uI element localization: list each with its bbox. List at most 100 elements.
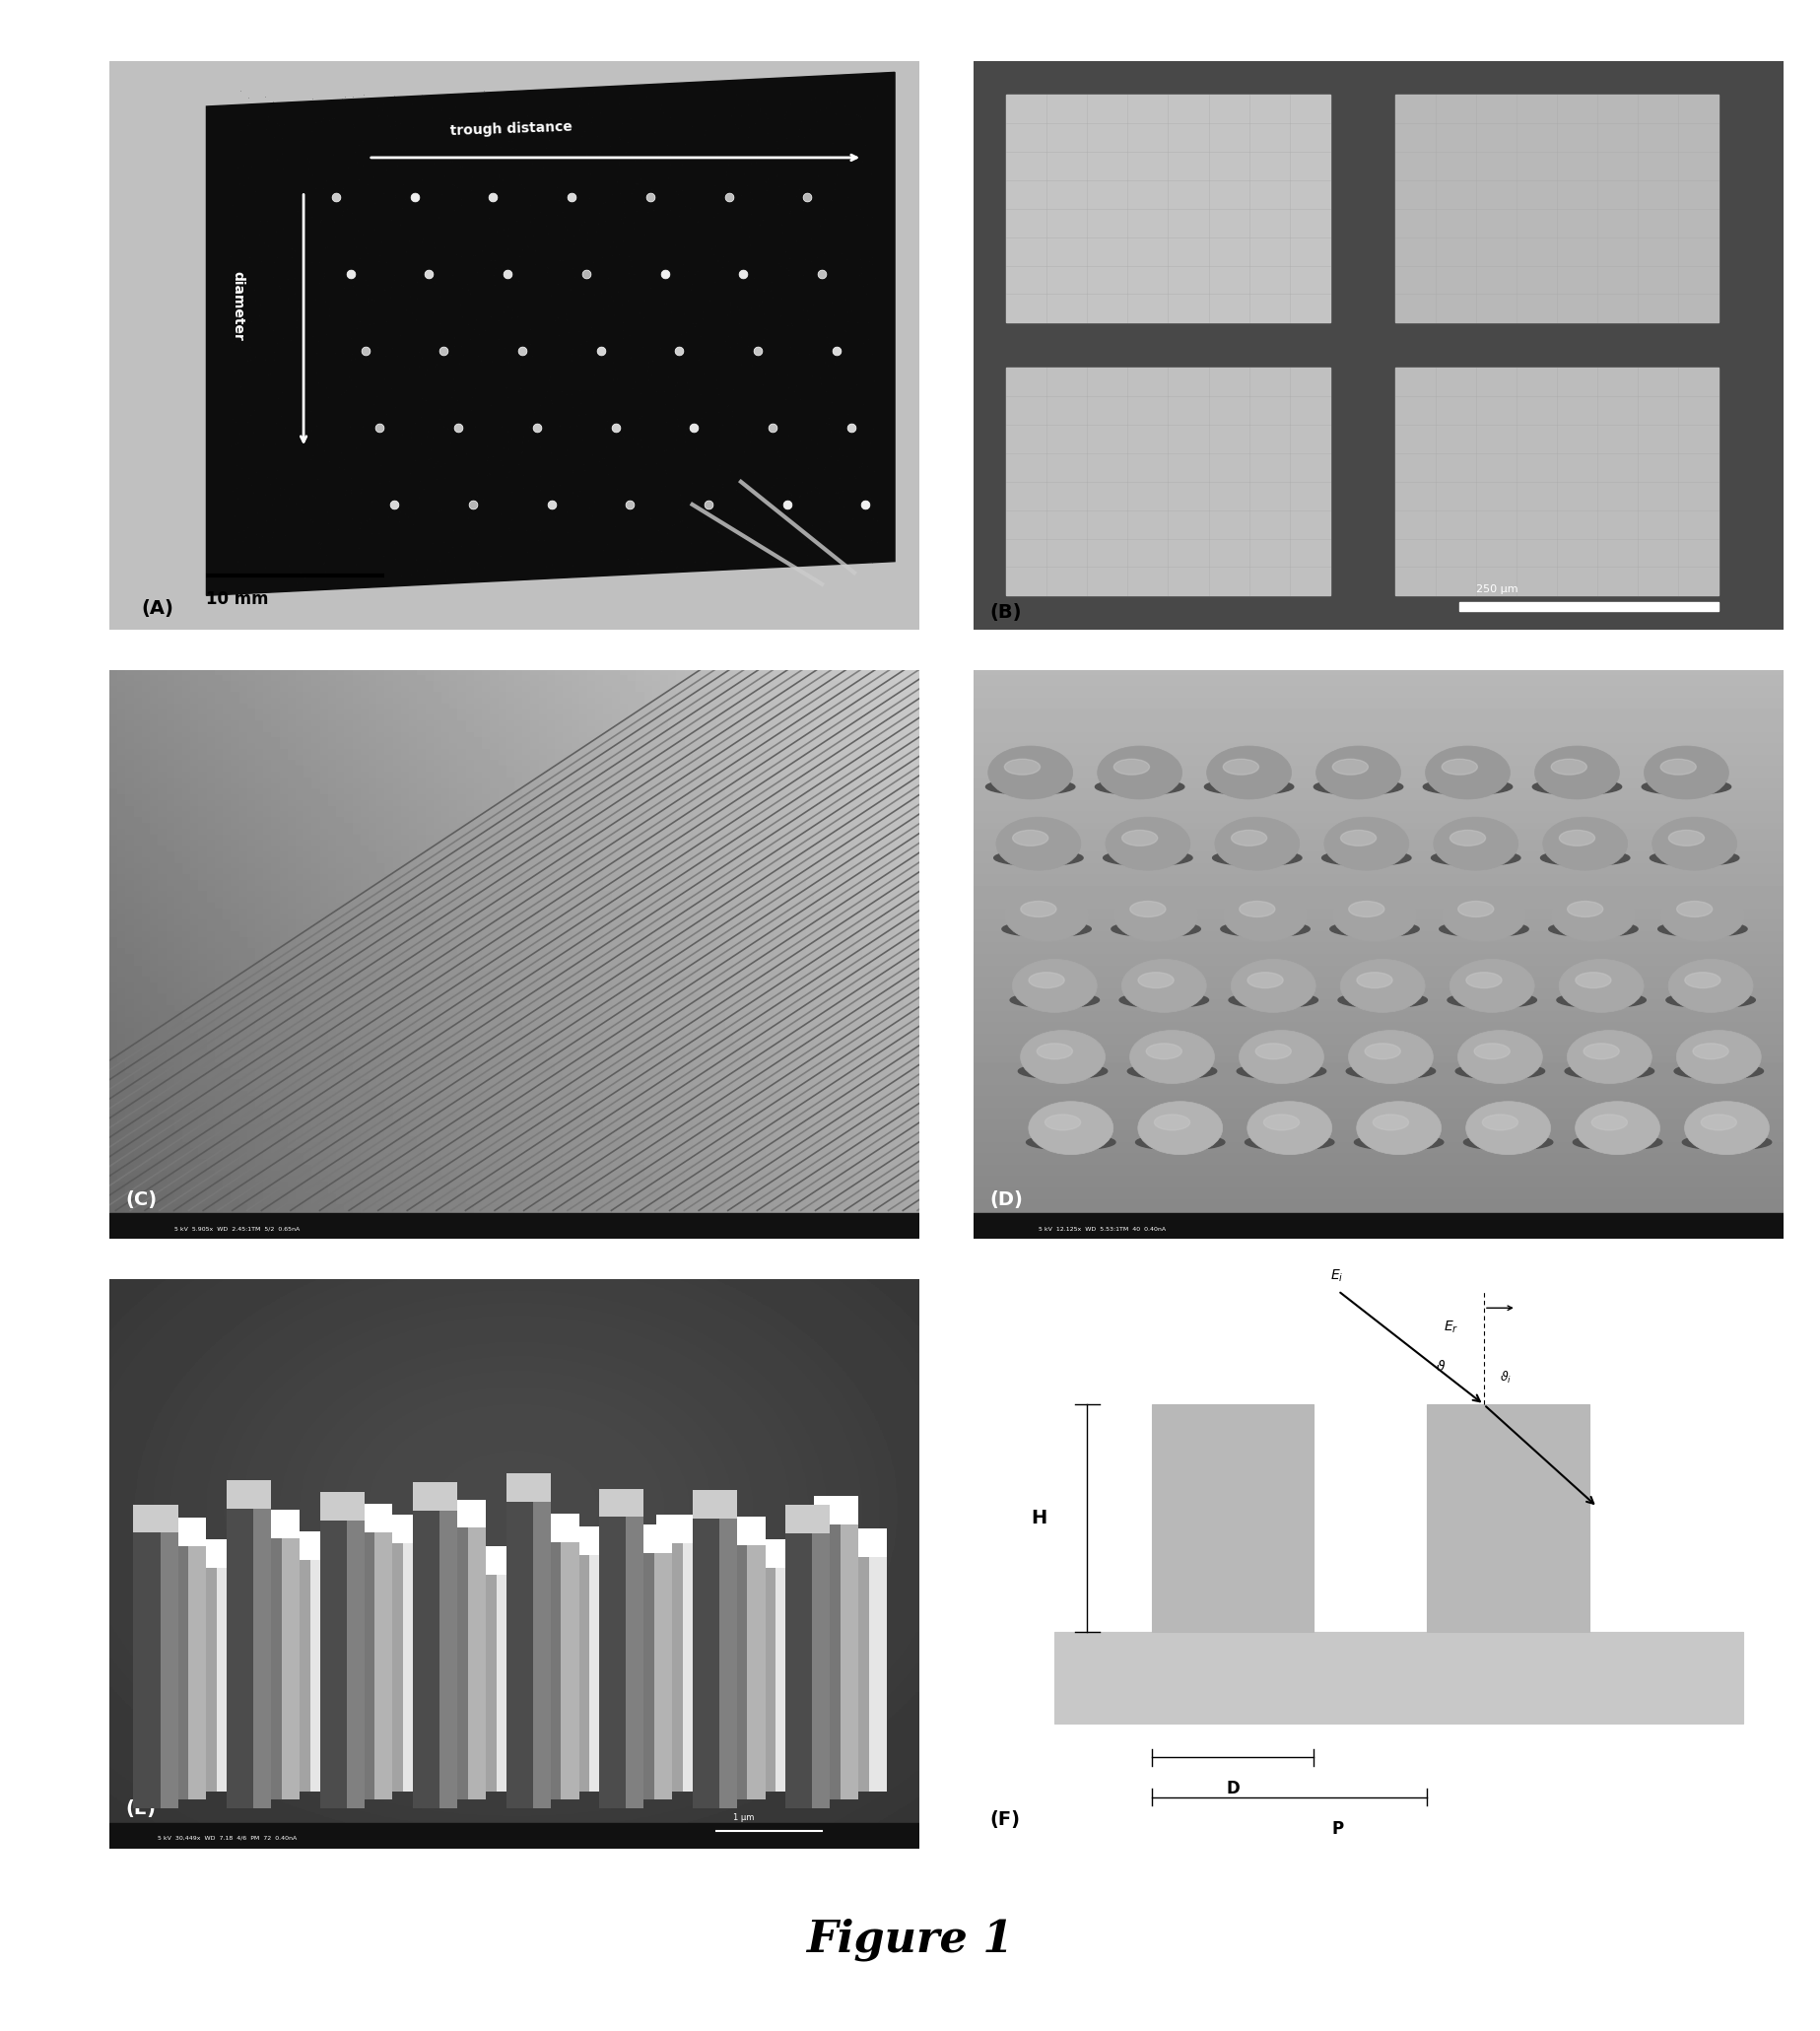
- Point: [730, 158, 759, 191]
- Point: [704, 396, 733, 429]
- Point: [288, 388, 317, 420]
- Point: [821, 325, 850, 357]
- Point: [579, 357, 608, 390]
- Point: [774, 258, 803, 290]
- Ellipse shape: [1458, 902, 1494, 916]
- Ellipse shape: [1551, 888, 1636, 940]
- Point: [746, 93, 775, 126]
- Point: [826, 522, 855, 554]
- Point: [670, 128, 699, 160]
- Point: [339, 223, 368, 256]
- Point: [399, 339, 428, 372]
- Point: [362, 380, 391, 412]
- Point: [473, 457, 502, 489]
- Point: [672, 412, 701, 445]
- Point: [837, 502, 866, 534]
- Point: [342, 230, 371, 262]
- Point: [408, 221, 437, 254]
- Point: [413, 420, 442, 453]
- Point: [506, 240, 535, 272]
- Ellipse shape: [1465, 1101, 1551, 1154]
- Polygon shape: [206, 73, 895, 595]
- Point: [428, 567, 457, 599]
- Point: [777, 307, 806, 339]
- Point: [559, 453, 588, 485]
- Point: [681, 433, 710, 465]
- Point: [311, 232, 340, 264]
- Point: [353, 268, 382, 301]
- Point: [608, 223, 637, 256]
- Point: [814, 402, 843, 435]
- Point: [393, 492, 422, 524]
- Bar: [506, 1479, 551, 1808]
- Point: [300, 481, 329, 514]
- Point: [841, 461, 870, 494]
- Point: [389, 134, 419, 167]
- Point: [320, 102, 349, 134]
- Bar: [440, 1495, 457, 1808]
- Point: [551, 303, 581, 335]
- Point: [794, 453, 823, 485]
- Point: [468, 122, 497, 154]
- Point: [291, 372, 320, 404]
- Bar: [692, 1491, 737, 1519]
- Point: [675, 191, 704, 223]
- Point: [282, 311, 311, 343]
- Point: [564, 315, 593, 347]
- Point: [648, 95, 677, 128]
- Point: [859, 455, 888, 487]
- Ellipse shape: [1045, 1115, 1081, 1129]
- Bar: [217, 1550, 235, 1791]
- Point: [703, 138, 732, 171]
- Point: [311, 538, 340, 571]
- Point: [579, 246, 608, 278]
- Point: [229, 221, 258, 254]
- Point: [772, 122, 801, 154]
- Point: [380, 108, 410, 140]
- Ellipse shape: [1154, 1115, 1190, 1129]
- Ellipse shape: [1425, 745, 1511, 798]
- Point: [297, 201, 326, 234]
- Point: [515, 205, 544, 238]
- Point: [357, 282, 386, 315]
- Point: [584, 207, 613, 240]
- Point: [446, 240, 475, 272]
- Point: [422, 463, 451, 496]
- Point: [808, 453, 837, 485]
- Point: [470, 75, 499, 108]
- Point: [630, 449, 659, 481]
- Ellipse shape: [1330, 922, 1420, 936]
- Point: [626, 453, 655, 485]
- Point: [306, 528, 335, 561]
- Point: [810, 309, 839, 341]
- Ellipse shape: [1314, 780, 1403, 794]
- Point: [661, 370, 690, 402]
- Point: [666, 489, 695, 522]
- Point: [584, 95, 613, 128]
- Point: [471, 445, 500, 477]
- Point: [497, 422, 526, 455]
- Point: [655, 294, 684, 327]
- Point: [717, 394, 746, 427]
- Point: [681, 258, 710, 290]
- Point: [562, 556, 592, 589]
- Point: [557, 132, 586, 165]
- Point: [830, 544, 859, 577]
- Point: [360, 187, 389, 219]
- Ellipse shape: [1372, 1115, 1409, 1129]
- Point: [258, 122, 288, 154]
- Point: [531, 132, 561, 165]
- Point: [617, 177, 646, 209]
- Point: [688, 294, 717, 327]
- Ellipse shape: [1096, 780, 1185, 794]
- Point: [703, 73, 732, 106]
- Bar: [535, 1513, 579, 1542]
- Point: [626, 431, 655, 463]
- Point: [622, 546, 652, 579]
- Point: [652, 264, 681, 297]
- Point: [226, 75, 255, 108]
- Point: [510, 374, 539, 406]
- Point: [248, 520, 277, 552]
- Point: [493, 427, 522, 459]
- Bar: [1394, 368, 1718, 595]
